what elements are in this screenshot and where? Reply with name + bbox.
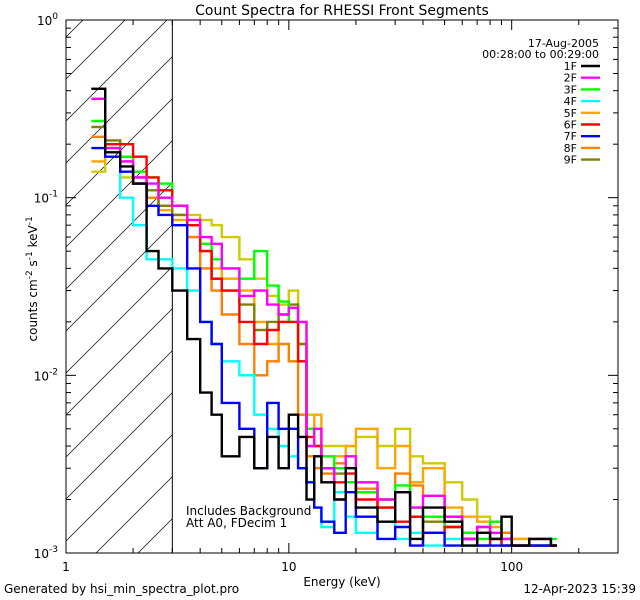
legend-label-2F: 2F xyxy=(564,72,577,85)
footer-timestamp: 12-Apr-2023 15:39 xyxy=(523,582,636,596)
chart-title: Count Spectra for RHESSI Front Segments xyxy=(195,3,489,19)
series-line-1F xyxy=(91,87,557,547)
annotation-1: Includes Background xyxy=(186,504,311,518)
legend-label-7F: 7F xyxy=(564,130,577,143)
x-tick-label: 100 xyxy=(500,560,523,574)
legend-date: 17-Aug-2005 xyxy=(528,37,599,50)
plot-frame xyxy=(65,19,619,554)
y-axis-label: counts cm-2 s-1 keV-1 xyxy=(25,216,40,341)
y-tick-label: 10-3 xyxy=(34,545,58,561)
series-group xyxy=(91,87,557,547)
hatch-line xyxy=(66,20,252,206)
legend-label-8F: 8F xyxy=(564,142,577,155)
hatch-line xyxy=(66,20,168,122)
legend-label-4F: 4F xyxy=(564,95,577,108)
y-tick-label: 10-2 xyxy=(34,367,58,383)
x-axis-label: Energy (keV) xyxy=(303,575,380,589)
x-tick-label: 1 xyxy=(62,560,70,574)
y-tick-label: 10-1 xyxy=(34,190,58,206)
legend-label-1F: 1F xyxy=(564,60,577,73)
series-line-7F xyxy=(91,146,557,547)
x-tick-label: 10 xyxy=(281,560,296,574)
hatch-line xyxy=(66,20,84,38)
legend-time-range: 00:28:00 to 00:29:00 xyxy=(482,48,599,61)
legend-label-9F: 9F xyxy=(564,154,577,167)
footer-generated-by: Generated by hsi_min_spectra_plot.pro xyxy=(4,582,240,596)
legend-label-3F: 3F xyxy=(564,83,577,96)
legend-label-5F: 5F xyxy=(564,107,577,120)
annotation-2: Att A0, FDecim 1 xyxy=(186,516,287,530)
legend-label-6F: 6F xyxy=(564,119,577,132)
y-tick-label: 100 xyxy=(37,12,58,28)
hatch-line xyxy=(66,20,210,164)
